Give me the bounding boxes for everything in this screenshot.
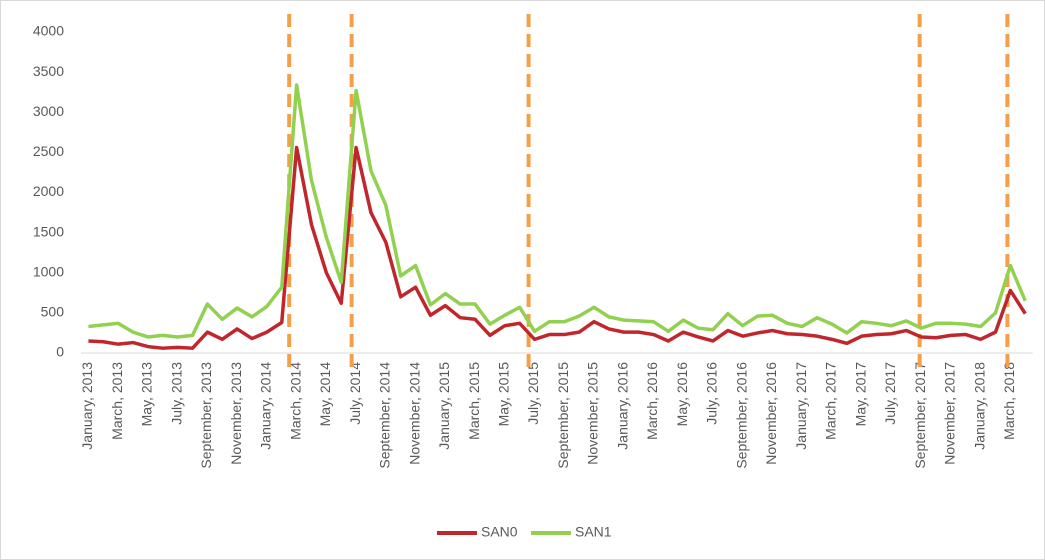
y-tick-label: 2500 xyxy=(33,143,64,159)
x-tick-label: November, 2015 xyxy=(585,362,601,465)
y-tick-label: 500 xyxy=(41,304,65,320)
y-tick-label: 1000 xyxy=(33,263,64,279)
series-line xyxy=(88,145,1027,350)
x-tick-label: March, 2015 xyxy=(466,362,482,440)
x-tick-label: May, 2013 xyxy=(139,362,155,427)
x-tick-label: July, 2013 xyxy=(168,362,184,425)
x-tick-label: July, 2014 xyxy=(347,362,363,425)
x-tick-label: July, 2015 xyxy=(525,362,541,425)
x-tick-label: March, 2016 xyxy=(644,362,660,440)
x-tick-label: January, 2015 xyxy=(436,362,452,450)
x-tick-label: September, 2017 xyxy=(912,362,928,469)
x-tick-label: January, 2013 xyxy=(79,362,95,450)
x-tick-label: November, 2013 xyxy=(228,362,244,465)
y-tick-label: 4000 xyxy=(33,23,64,39)
x-tick-label: January, 2014 xyxy=(258,362,274,450)
x-tick-label: May, 2015 xyxy=(495,362,511,427)
x-tick-label: November, 2016 xyxy=(763,362,779,465)
legend-label: SAN0 xyxy=(481,524,518,540)
x-tick-label: January, 2017 xyxy=(793,362,809,450)
legend-label: SAN1 xyxy=(575,524,612,540)
y-tick-label: 2000 xyxy=(33,183,64,199)
x-tick-label: May, 2014 xyxy=(317,362,333,427)
x-tick-label: March, 2014 xyxy=(287,362,303,440)
x-tick-label: May, 2017 xyxy=(852,362,868,427)
y-tick-label: 3000 xyxy=(33,103,64,119)
x-tick-label: May, 2016 xyxy=(674,362,690,427)
x-tick-label: November, 2017 xyxy=(942,362,958,465)
x-tick-label: July, 2017 xyxy=(882,362,898,425)
x-tick-label: March, 2017 xyxy=(823,362,839,440)
x-tick-label: September, 2015 xyxy=(555,362,571,469)
x-tick-label: March, 2013 xyxy=(109,362,125,440)
x-tick-label: July, 2016 xyxy=(704,362,720,425)
series-line xyxy=(88,83,1027,339)
x-tick-label: November, 2014 xyxy=(406,362,422,465)
x-tick-label: March, 2018 xyxy=(1001,362,1017,440)
y-tick-label: 0 xyxy=(56,344,64,360)
y-tick-label: 3500 xyxy=(33,63,64,79)
x-tick-label: September, 2013 xyxy=(198,362,214,469)
x-tick-label: September, 2014 xyxy=(377,362,393,469)
x-tick-label: January, 2018 xyxy=(971,362,987,450)
x-tick-label: September, 2016 xyxy=(733,362,749,469)
y-tick-label: 1500 xyxy=(33,223,64,239)
x-tick-label: January, 2016 xyxy=(614,362,630,450)
